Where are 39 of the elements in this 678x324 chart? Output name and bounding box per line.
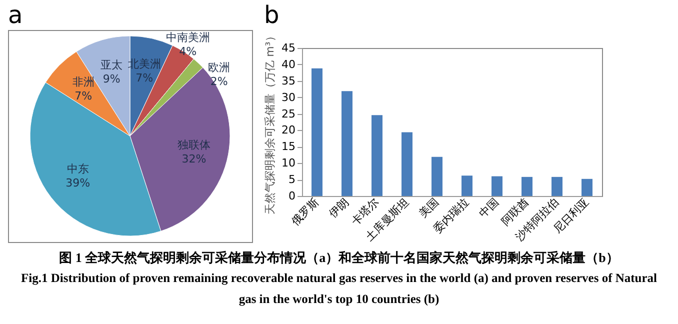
x-tick-label: 中国 (476, 196, 502, 220)
slice-label: 独联体 (177, 138, 210, 152)
bar (372, 115, 382, 196)
slice-label: 中南美洲 (166, 30, 210, 44)
y-tick-label: 20 (282, 124, 296, 137)
data-label: 7% (136, 72, 154, 85)
data-label: 7% (74, 89, 92, 102)
slice-label: 非洲 (72, 75, 94, 88)
bar (402, 132, 412, 196)
y-tick-label: 25 (282, 107, 296, 120)
y-tick-label: 0 (288, 190, 296, 202)
bar (342, 91, 352, 196)
chart-title: a (8, 1, 23, 29)
y-tick-label: 35 (282, 74, 296, 88)
y-tick-label: 15 (282, 140, 296, 154)
x-tick-label: 美国 (416, 196, 442, 220)
y-tick-label: 10 (282, 156, 296, 170)
y-tick-label: 5 (288, 173, 296, 186)
y-tick-label: 40 (282, 58, 296, 71)
y-axis-title: 天然气探明剩余可采储量（万亿 m³） (264, 30, 277, 214)
bar (582, 178, 592, 196)
data-label: 32% (182, 152, 206, 166)
slice-label: 亚太 (100, 58, 123, 72)
x-tick-label: 伊朗 (326, 196, 352, 220)
slice-label: 欧洲 (208, 60, 230, 74)
caption: 图 1 全球天然气探明剩余可采储量分布情况（a）和全球前十名国家天然气探明剩余可采储量（b） (58, 249, 620, 267)
data-label: 39% (66, 176, 90, 190)
bar (492, 176, 502, 196)
bar (462, 176, 472, 196)
y-tick-label: 30 (282, 90, 296, 104)
bar (522, 176, 532, 196)
data-label: 9% (102, 72, 120, 86)
bar (312, 68, 322, 196)
bar (552, 176, 562, 196)
slice-label: 中东 (66, 162, 89, 176)
bar (432, 156, 442, 196)
y-tick-label: 45 (282, 42, 296, 54)
chart-title: b (264, 1, 280, 30)
caption: Fig.1 Distribution of proven remaining recoverable natural gas reserves in the world (a) and proven reserves of Natural gas in the world's top 10 countries (b) (20, 270, 658, 308)
